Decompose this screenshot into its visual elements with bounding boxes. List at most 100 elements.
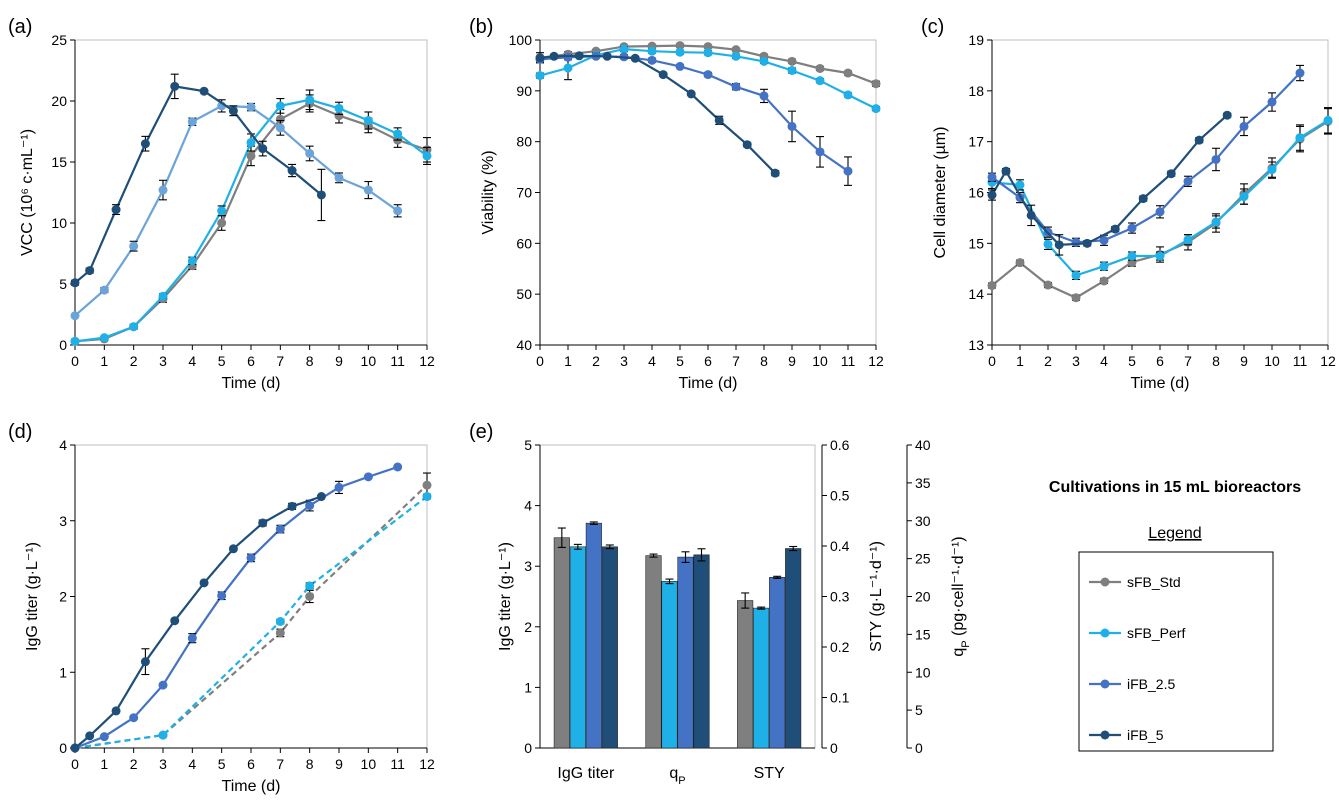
data-point bbox=[363, 472, 373, 482]
x-tick-label: 0 bbox=[988, 353, 996, 369]
y-tick-label: 18 bbox=[968, 83, 984, 99]
x-tick-label: 8 bbox=[306, 756, 314, 772]
data-point bbox=[170, 81, 180, 91]
y-tick-label: 10 bbox=[51, 215, 67, 231]
data-point bbox=[129, 241, 139, 251]
data-point bbox=[363, 185, 373, 195]
category-label: STY bbox=[754, 765, 785, 782]
x-tick-label: 11 bbox=[390, 353, 405, 369]
x-tick-label: 11 bbox=[841, 353, 856, 369]
x-tick-label: 9 bbox=[1240, 353, 1248, 369]
x-tick-label: 4 bbox=[188, 353, 196, 369]
data-point bbox=[199, 86, 209, 96]
category-label: IgG titer bbox=[557, 765, 615, 782]
data-point bbox=[422, 480, 432, 490]
x-tick-label: 1 bbox=[100, 756, 108, 772]
right-1-tick-label: 0.3 bbox=[830, 589, 850, 605]
data-point bbox=[871, 79, 881, 89]
data-point bbox=[675, 61, 685, 71]
left-tick-label: 5 bbox=[524, 437, 532, 453]
left-tick-label: 4 bbox=[524, 498, 532, 514]
series-sFB_Perf bbox=[70, 89, 432, 346]
series-iFB_5 bbox=[70, 492, 326, 753]
x-tick-label: 5 bbox=[676, 353, 684, 369]
series-iFB_2.5 bbox=[70, 462, 403, 753]
data-point bbox=[987, 281, 997, 291]
x-tick-label: 7 bbox=[732, 353, 740, 369]
y-tick-label: 13 bbox=[968, 337, 984, 353]
x-axis-label: Time (d) bbox=[679, 375, 738, 392]
right-1-tick-label: 0 bbox=[830, 740, 838, 756]
data-point bbox=[422, 151, 432, 161]
data-point bbox=[731, 45, 741, 55]
data-point bbox=[1127, 251, 1137, 261]
x-tick-label: 7 bbox=[276, 756, 284, 772]
x-tick-label: 2 bbox=[1044, 353, 1052, 369]
x-tick-label: 12 bbox=[419, 756, 435, 772]
data-point bbox=[549, 51, 559, 61]
data-point bbox=[334, 173, 344, 183]
data-point bbox=[787, 56, 797, 66]
x-tick-label: 9 bbox=[335, 756, 343, 772]
x-axis-label: Time (d) bbox=[1131, 375, 1190, 392]
y-tick-label: 14 bbox=[968, 286, 984, 302]
data-point bbox=[731, 51, 741, 61]
x-tick-label: 0 bbox=[71, 353, 79, 369]
legend-entry-sFB_Perf: sFB_Perf bbox=[1089, 625, 1185, 641]
x-tick-label: 1 bbox=[1016, 353, 1024, 369]
data-point bbox=[305, 148, 315, 158]
data-point bbox=[363, 116, 373, 126]
data-point bbox=[1295, 68, 1305, 78]
data-point bbox=[187, 117, 197, 127]
bar-iFB_5 bbox=[693, 554, 710, 749]
legend-swatch-marker bbox=[1100, 628, 1110, 638]
data-point bbox=[1155, 251, 1165, 261]
legend-label: iFB_2.5 bbox=[1127, 676, 1175, 692]
right-1-tick-label: 0.5 bbox=[830, 488, 850, 504]
y-tick-label: 0 bbox=[59, 337, 67, 353]
data-point bbox=[630, 53, 640, 63]
data-point bbox=[563, 52, 573, 62]
data-point bbox=[742, 140, 752, 150]
data-point bbox=[843, 90, 853, 100]
data-point bbox=[258, 518, 268, 528]
data-point bbox=[70, 311, 80, 321]
data-point bbox=[70, 278, 80, 288]
data-point bbox=[275, 123, 285, 133]
panel-label: (d) bbox=[8, 421, 32, 443]
data-point bbox=[287, 166, 297, 176]
data-point bbox=[187, 256, 197, 266]
data-point bbox=[305, 501, 315, 511]
series-sFB_Std bbox=[535, 41, 881, 89]
legend-swatch-marker bbox=[1100, 730, 1110, 740]
data-point bbox=[316, 190, 326, 200]
data-point bbox=[246, 102, 256, 112]
bar-sFB_Perf bbox=[753, 607, 770, 749]
data-point bbox=[275, 524, 285, 534]
data-point bbox=[1222, 110, 1232, 120]
x-tick-label: 4 bbox=[1100, 353, 1108, 369]
series-iFB_2.5 bbox=[987, 64, 1305, 247]
data-point bbox=[1155, 207, 1165, 217]
x-tick-label: 12 bbox=[1320, 353, 1336, 369]
data-point bbox=[275, 616, 285, 626]
data-point bbox=[305, 95, 315, 105]
legend-entries: sFB_Std sFB_Perf iFB_2.5 iFB_5 bbox=[1089, 574, 1185, 743]
y-tick-label: 3 bbox=[59, 513, 67, 529]
data-point bbox=[393, 206, 403, 216]
bar-sFB_Perf bbox=[569, 546, 586, 749]
right-1-tick-label: 0.1 bbox=[830, 690, 850, 706]
data-point bbox=[1054, 240, 1064, 250]
data-point bbox=[1267, 165, 1277, 175]
y-tick-label: 25 bbox=[51, 32, 67, 48]
x-tick-label: 1 bbox=[100, 353, 108, 369]
legend: Cultivations in 15 mL bioreactors Legend… bbox=[1049, 479, 1301, 752]
plot-frame bbox=[74, 444, 428, 749]
data-point bbox=[158, 185, 168, 195]
x-tick-label: 5 bbox=[218, 756, 226, 772]
plot-frame bbox=[539, 39, 877, 346]
bar-group bbox=[553, 521, 618, 749]
data-point bbox=[217, 206, 227, 216]
